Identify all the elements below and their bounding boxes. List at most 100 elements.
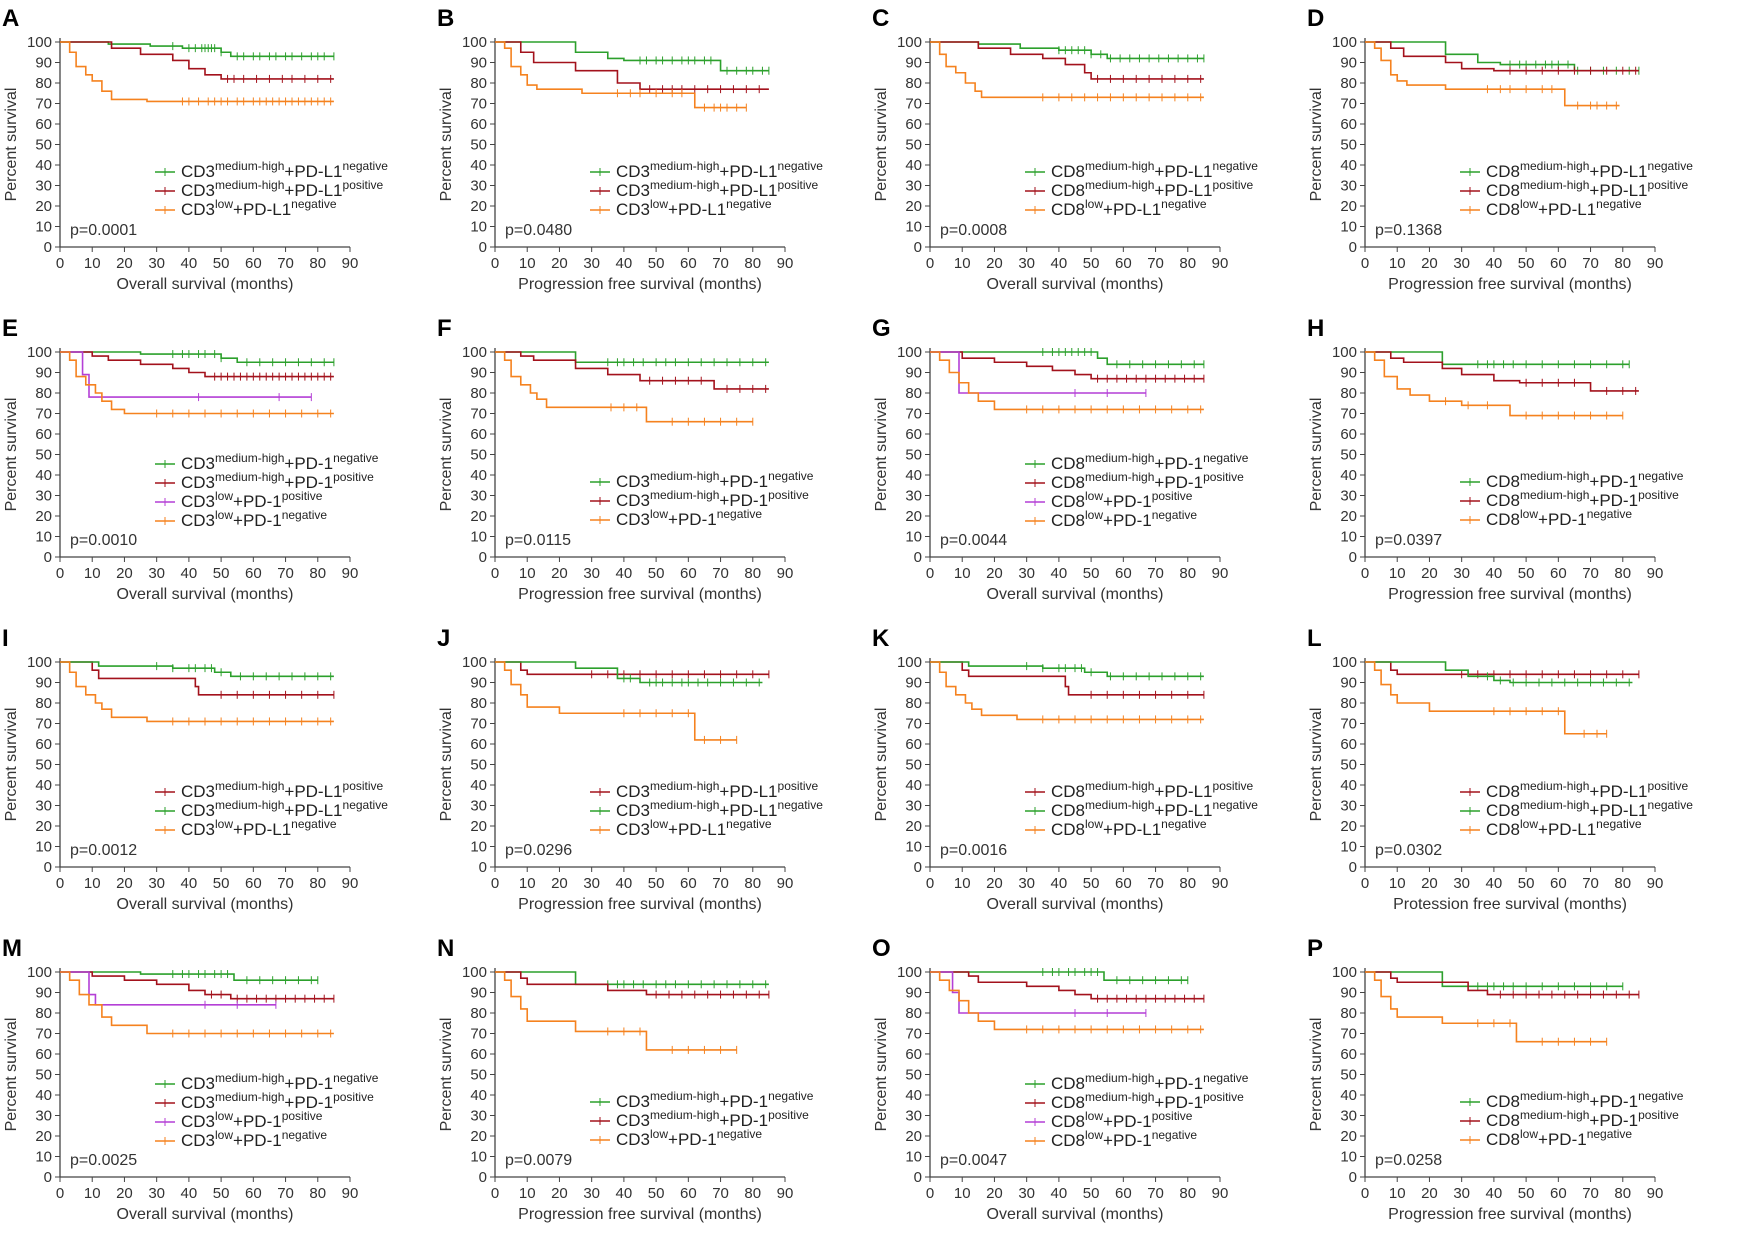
km-curve-red [60,351,334,378]
y-tick-label: 90 [1340,365,1357,382]
y-tick-label: 70 [1340,96,1357,113]
y-tick-label: 10 [905,1149,922,1166]
km-panel-l: L 0 10 20 30 40 50 60 70 80 90 100 0 10 20 30 40 50 60 70 80… [1307,625,1693,913]
x-tick-label: 50 [648,565,665,582]
y-tick-label: 40 [470,777,487,794]
x-tick-label: 10 [519,255,536,272]
legend-entry: CD8medium-high+PD-L1positive [1486,779,1689,801]
km-curve-orange [60,41,334,103]
y-tick-label: 0 [914,859,922,876]
x-tick-label: 40 [1486,255,1503,272]
x-tick-label: 80 [1179,565,1196,582]
legend-entry: CD3medium-high+PD-1positive [181,470,374,492]
y-tick-label: 80 [1340,75,1357,92]
legend-entry: CD3low+PD-L1negative [181,197,337,219]
p-value: p=0.0008 [940,222,1007,239]
x-tick-label: 70 [712,565,729,582]
y-tick-label: 40 [35,467,52,484]
y-tick-label: 50 [35,137,52,154]
x-tick-label: 80 [744,255,761,272]
x-tick-label: 20 [551,875,568,892]
x-axis-title: Progression free survival (months) [518,1206,762,1223]
km-panel-g: G 0 10 20 30 40 50 60 70 80 90 100 0 10 20 30 40 50 60 70 80… [872,315,1249,603]
y-tick-label: 80 [470,75,487,92]
legend-entry: CD8medium-high+PD-1negative [1051,1071,1249,1093]
km-curve-red [1365,971,1639,996]
legend-entry: CD3low+PD-1positive [181,1109,323,1131]
x-tick-label: 10 [519,565,536,582]
p-value: p=0.0016 [940,842,1007,859]
y-axis-title: Percent survival [1308,708,1325,822]
y-tick-label: 40 [905,467,922,484]
y-tick-label: 90 [35,985,52,1002]
y-tick-label: 0 [1349,239,1357,256]
km-curve-orange [930,971,1204,1031]
y-axis-title: Percent survival [438,708,455,822]
y-tick-label: 0 [914,239,922,256]
x-tick-label: 60 [1115,875,1132,892]
x-tick-label: 50 [1083,255,1100,272]
x-tick-label: 80 [1179,1185,1196,1202]
y-tick-label: 60 [35,736,52,753]
y-tick-label: 10 [905,219,922,236]
p-value: p=0.1368 [1375,222,1442,239]
y-tick-label: 70 [470,96,487,113]
x-tick-label: 80 [309,255,326,272]
panel-label: O [872,935,891,962]
x-tick-label: 60 [1550,565,1567,582]
panel-label: K [872,625,890,652]
y-tick-label: 20 [470,818,487,835]
x-tick-label: 30 [1018,565,1035,582]
y-tick-label: 80 [905,1005,922,1022]
km-curve-green [60,41,334,58]
km-curve-red [1365,661,1639,676]
y-tick-label: 100 [1332,964,1357,981]
p-value: p=0.0012 [70,842,137,859]
y-tick-label: 90 [470,365,487,382]
y-tick-label: 50 [470,137,487,154]
y-tick-label: 30 [470,488,487,505]
p-value: p=0.0296 [505,842,572,859]
y-tick-label: 40 [1340,777,1357,794]
y-tick-label: 40 [470,1087,487,1104]
km-panel-b: B 0 10 20 30 40 50 60 70 80 90 100 0 10 20 30 40 50 60 70 80… [437,5,823,293]
y-tick-label: 50 [35,447,52,464]
y-tick-label: 30 [35,178,52,195]
y-tick-label: 60 [35,426,52,443]
km-panel-a: A 0 10 20 30 40 50 60 70 80 90 100 0 10 20 30 40 50 60 70 80… [2,5,388,293]
x-tick-label: 0 [56,875,64,892]
km-curve-red [60,41,334,80]
x-tick-label: 30 [1453,875,1470,892]
y-tick-label: 30 [470,178,487,195]
y-axis-title: Percent survival [3,398,20,512]
x-tick-label: 10 [1389,1185,1406,1202]
y-axis-title: Percent survival [438,398,455,512]
y-tick-label: 90 [470,675,487,692]
y-tick-label: 10 [470,1149,487,1166]
y-tick-label: 80 [1340,385,1357,402]
x-tick-label: 70 [1582,255,1599,272]
x-axis-title: Overall survival (months) [117,276,294,293]
x-tick-label: 20 [1421,1185,1438,1202]
x-tick-label: 80 [309,1185,326,1202]
km-curve-green [60,661,334,678]
p-value: p=0.0001 [70,222,137,239]
km-curve-orange [495,41,747,109]
y-tick-label: 50 [35,1067,52,1084]
y-tick-label: 10 [1340,529,1357,546]
km-panel-o: O 0 10 20 30 40 50 60 70 80 90 100 0 10 20 30 40 50 60 70 80… [872,935,1249,1223]
km-curve-orange [1365,351,1623,417]
x-tick-label: 70 [1147,1185,1164,1202]
y-tick-label: 90 [905,55,922,72]
y-tick-label: 0 [1349,859,1357,876]
y-tick-label: 20 [905,1128,922,1145]
y-axis-title: Percent survival [873,708,890,822]
y-tick-label: 40 [905,157,922,174]
legend-entry: CD3medium-high+PD-L1negative [616,159,823,181]
legend-entry: CD8medium-high+PD-1negative [1051,451,1249,473]
x-tick-label: 90 [1647,255,1664,272]
km-curve-red [1365,351,1639,392]
x-tick-label: 70 [1582,565,1599,582]
y-tick-label: 30 [470,1108,487,1125]
y-tick-label: 10 [905,839,922,856]
